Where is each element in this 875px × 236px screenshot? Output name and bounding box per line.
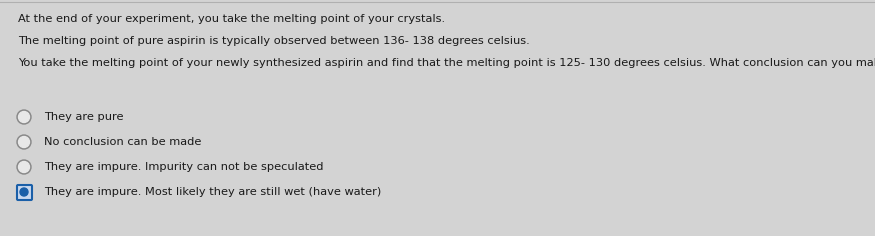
Circle shape <box>20 188 28 196</box>
Text: They are impure. Most likely they are still wet (have water): They are impure. Most likely they are st… <box>44 187 382 197</box>
Text: At the end of your experiment, you take the melting point of your crystals.: At the end of your experiment, you take … <box>18 14 445 24</box>
Text: They are impure. Impurity can not be speculated: They are impure. Impurity can not be spe… <box>44 162 324 172</box>
Circle shape <box>18 111 30 122</box>
Circle shape <box>18 161 30 173</box>
Text: They are pure: They are pure <box>44 112 123 122</box>
Circle shape <box>17 160 31 174</box>
Circle shape <box>17 135 31 149</box>
Text: The melting point of pure aspirin is typically observed between 136- 138 degrees: The melting point of pure aspirin is typ… <box>18 36 529 46</box>
Circle shape <box>17 110 31 124</box>
Text: You take the melting point of your newly synthesized aspirin and find that the m: You take the melting point of your newly… <box>18 58 875 68</box>
FancyBboxPatch shape <box>17 185 32 200</box>
Text: No conclusion can be made: No conclusion can be made <box>44 137 201 147</box>
Circle shape <box>18 136 30 148</box>
